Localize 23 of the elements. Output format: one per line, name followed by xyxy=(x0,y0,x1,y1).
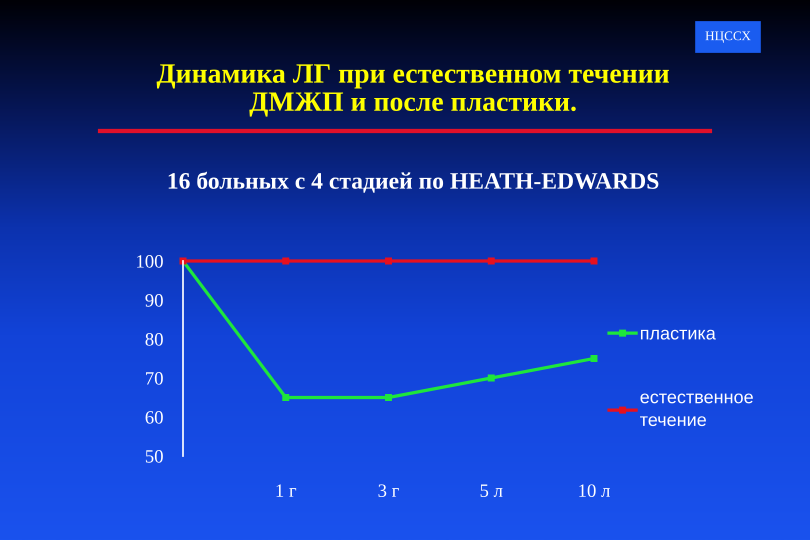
chart-title: Динамика ЛГ при естественном течении ДМЖП и после пластики. xyxy=(156,64,669,117)
y-tick-label: 80 xyxy=(146,333,163,346)
x-tick-label: 1 г xyxy=(276,484,296,497)
x-tick-label: 3 г xyxy=(378,484,399,497)
legend-label: пластика xyxy=(640,330,716,340)
y-tick-label: 50 xyxy=(146,450,163,463)
point xyxy=(488,258,495,264)
y-tick-label: 100 xyxy=(137,255,163,268)
x-tick-label: 5 л xyxy=(480,484,503,497)
y-tick-label: 70 xyxy=(146,372,163,385)
point xyxy=(488,374,495,382)
point xyxy=(590,355,598,362)
y-tick-label: 60 xyxy=(146,411,163,424)
x-tick-label: 10 л xyxy=(579,484,610,497)
text: НЦССХ xyxy=(705,31,751,43)
point xyxy=(385,258,392,264)
point xyxy=(282,258,290,264)
point xyxy=(282,394,290,401)
y-tick-label: 90 xyxy=(145,294,163,307)
legend-label: естественное течение xyxy=(640,393,753,426)
point xyxy=(590,258,598,264)
point xyxy=(385,394,392,401)
chart-subtitle: 16 больных с 4 стадией по HEATH-EDWARDS xyxy=(168,172,658,193)
